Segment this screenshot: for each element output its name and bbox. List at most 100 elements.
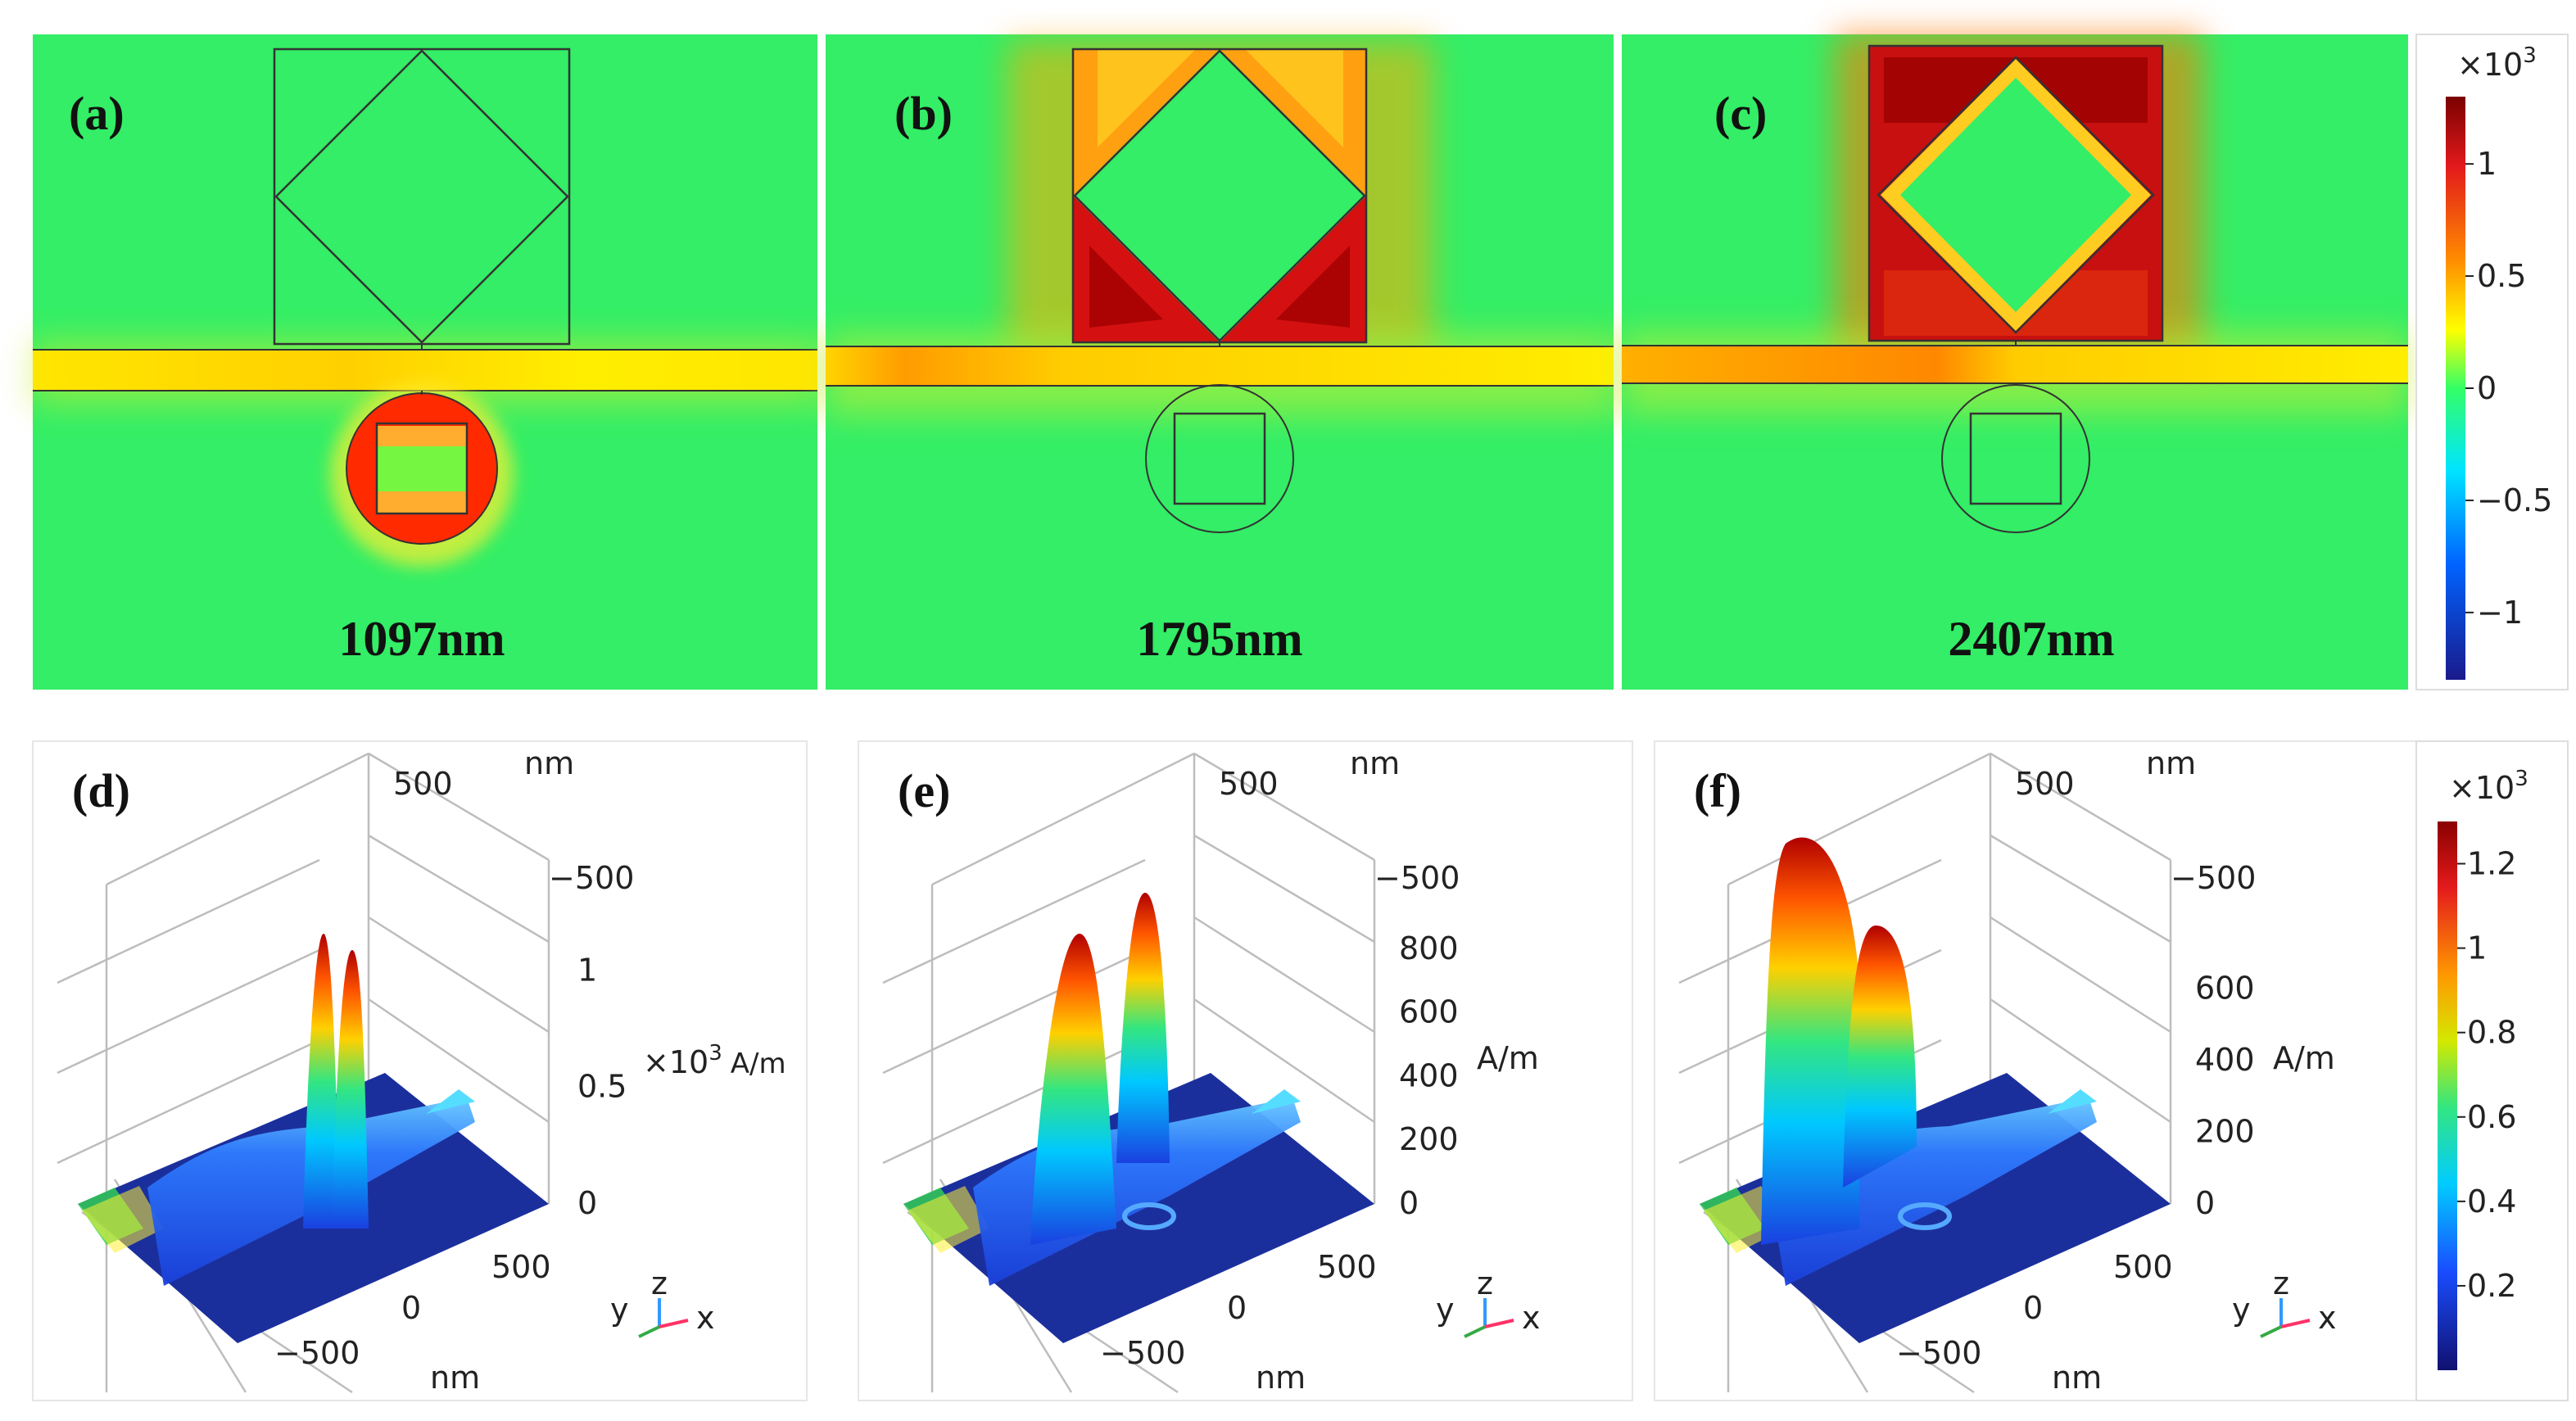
panel-f-grid-line — [1727, 752, 1991, 886]
panel-f-bottom-axis-0: 0 — [2023, 1290, 2043, 1326]
panel-e-z-tick: 200 — [1399, 1121, 1459, 1157]
panel-b-circle-resonator — [1145, 384, 1294, 533]
panel-f-z-tick: 600 — [2195, 971, 2255, 1007]
panel-d-frame — [32, 740, 808, 1401]
panel-d-grid-line — [106, 752, 369, 886]
panel-b-field-map: (b) 1795nm — [826, 34, 1614, 690]
panel-d-bottom-axis-unit: nm — [430, 1360, 480, 1396]
panel-a-label: (a) — [69, 87, 124, 140]
panel-e-grid-line — [882, 858, 1146, 984]
panel-f-z-unit: A/m — [2273, 1040, 2335, 1076]
panel-e-top-axis-neg500: −500 — [1374, 860, 1460, 896]
panel-e-top-axis-unit: nm — [1350, 745, 1400, 781]
panel-f-grid-line — [1990, 752, 2171, 862]
panel-e-z-tick: 400 — [1399, 1057, 1459, 1093]
panel-d-grid-line — [57, 1039, 320, 1165]
panel-e-top-axis-500: 500 — [1219, 766, 1279, 802]
top-colorbar-tick-label: −0.5 — [2477, 482, 2552, 518]
panel-c-wavelength: 2407nm — [1948, 612, 2114, 666]
triad-y-label: y — [1436, 1292, 1455, 1328]
panel-e-grid-line — [931, 752, 1195, 886]
panel-d-top-axis-500: 500 — [393, 766, 453, 802]
bottom-colorbar-tick-label: 0.4 — [2467, 1183, 2516, 1220]
panel-c-field-map: (c) 2407nm — [1622, 33, 2408, 690]
panel-d-bottom-axis-0: 0 — [401, 1290, 421, 1326]
panel-e-peak — [1030, 934, 1116, 1245]
panel-d-grid-line — [368, 752, 550, 862]
panel-d-z-tick: 1 — [577, 952, 597, 988]
panel-e-z-tick: 800 — [1399, 930, 1459, 966]
panel-f-grid-line — [1990, 916, 2171, 1034]
panel-d-label: (d) — [72, 764, 130, 817]
panel-e-bottom-axis-500: 500 — [1317, 1249, 1377, 1285]
panel-e-bottom-axis-unit: nm — [1256, 1360, 1306, 1396]
triad-x-label: x — [2318, 1300, 2337, 1336]
top-colorbar-gradient — [2446, 97, 2465, 680]
panel-c-waveguide — [1622, 346, 2408, 383]
panel-f-axis-triad: zx y — [2232, 1265, 2337, 1338]
panel-f-top-axis-neg500: −500 — [2171, 860, 2256, 896]
panel-d-grid-line — [368, 834, 550, 944]
panel-e-peak — [1116, 893, 1170, 1163]
panel-f-bottom-axis-unit: nm — [2052, 1360, 2102, 1396]
panel-f-top-axis-500: 500 — [2015, 766, 2075, 802]
panel-e-z-tick: 600 — [1399, 994, 1459, 1030]
panel-f-grid-line — [1990, 998, 2171, 1124]
panel-d-z-tick: 0.5 — [577, 1069, 627, 1105]
panel-a-wavelength: 1097nm — [338, 612, 505, 666]
top-colorbar: ×103 1 0.5 0 −0.5 −1 — [2415, 34, 2569, 690]
triad-x-label: x — [696, 1300, 715, 1336]
top-colorbar-tick-label: 1 — [2477, 146, 2497, 182]
panel-e-z-unit: A/m — [1477, 1040, 1539, 1076]
panel-d-z-unit: ×103 A/m — [643, 1041, 786, 1080]
bottom-colorbar-gradient — [2438, 821, 2457, 1370]
panel-d-z-tick: 0 — [577, 1185, 597, 1221]
panel-e-grid-line — [882, 948, 1146, 1075]
top-colorbar-exponent: ×103 — [2457, 43, 2537, 83]
panel-e-frame — [858, 740, 1633, 1401]
panel-f-peak — [1761, 837, 1859, 1245]
panel-d-top-axis-neg500: −500 — [549, 860, 634, 896]
top-colorbar-tick-label: −1 — [2477, 595, 2523, 631]
panel-d-grid-line — [57, 948, 320, 1075]
panel-e-z-tick: 0 — [1399, 1185, 1419, 1221]
triad-z-label: z — [651, 1265, 668, 1301]
panel-a-field-map: (a) 1097nm — [33, 34, 817, 690]
triad-z-label: z — [1477, 1265, 1493, 1301]
panel-b-waveguide — [826, 346, 1614, 386]
bottom-colorbar-tick-label: 1.2 — [2467, 846, 2516, 882]
panel-f-bottom-axis-neg500: −500 — [1896, 1335, 1981, 1371]
bottom-colorbar-tick-label: 1 — [2467, 930, 2487, 966]
panel-f-3d-surface: (f) 500 nm −500 500 0 −500 nm 600 400 200 0 A/m zx y — [1654, 740, 2429, 1401]
panel-f-top-axis-unit: nm — [2146, 745, 2196, 781]
panel-c-label: (c) — [1714, 87, 1767, 140]
panel-e-label: (e) — [898, 764, 950, 817]
panel-b-wavelength: 1795nm — [1136, 612, 1302, 666]
triad-x-label: x — [1522, 1300, 1541, 1336]
panel-d-grid-line — [368, 998, 550, 1124]
panel-d-peak — [332, 950, 369, 1229]
triad-y-label: y — [2232, 1292, 2251, 1328]
panel-d-peak — [303, 934, 340, 1229]
panel-b-label: (b) — [894, 87, 953, 140]
panel-f-label: (f) — [1694, 764, 1741, 817]
panel-e-axis-triad: zx y — [1436, 1265, 1541, 1338]
panel-f-z-tick: 400 — [2195, 1042, 2255, 1078]
triad-z-label: z — [2273, 1265, 2289, 1301]
panel-d-top-axis-unit: nm — [524, 745, 574, 781]
panel-d-grid-line — [368, 916, 550, 1034]
panel-d-grid-line — [57, 858, 320, 984]
panel-f-grid-line — [1990, 834, 2171, 944]
panel-f-z-tick: 200 — [2195, 1114, 2255, 1150]
panel-d-bottom-axis-neg500: −500 — [274, 1335, 360, 1371]
panel-f-z-tick: 0 — [2195, 1185, 2215, 1221]
top-colorbar-tick-label: 0.5 — [2477, 258, 2526, 294]
panel-e-grid-line — [1193, 834, 1375, 944]
panel-e-bottom-axis-0: 0 — [1227, 1290, 1247, 1326]
panel-f-peak — [1843, 925, 1917, 1188]
panel-e-3d-surface: (e) 500 nm −500 500 0 −500 nm 800 600 400 200 0 A/m zx… — [858, 740, 1633, 1401]
panel-f-bottom-axis-500: 500 — [2113, 1249, 2173, 1285]
panel-d-3d-surface: (d) 500 nm −500 500 0 −500 nm 1 0.5 0 ×103 A/m zx y — [32, 740, 808, 1401]
bottom-colorbar: ×103 1.2 1 0.8 0.6 0.4 0.2 — [2415, 740, 2569, 1401]
